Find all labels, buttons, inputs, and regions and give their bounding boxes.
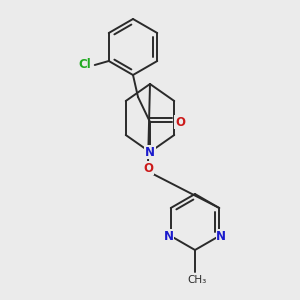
Text: O: O <box>143 161 153 175</box>
Text: N: N <box>145 146 155 158</box>
Text: N: N <box>164 230 174 242</box>
Text: O: O <box>175 116 185 128</box>
Text: N: N <box>216 230 226 242</box>
Text: CH₃: CH₃ <box>188 275 207 285</box>
Text: Cl: Cl <box>78 58 91 71</box>
